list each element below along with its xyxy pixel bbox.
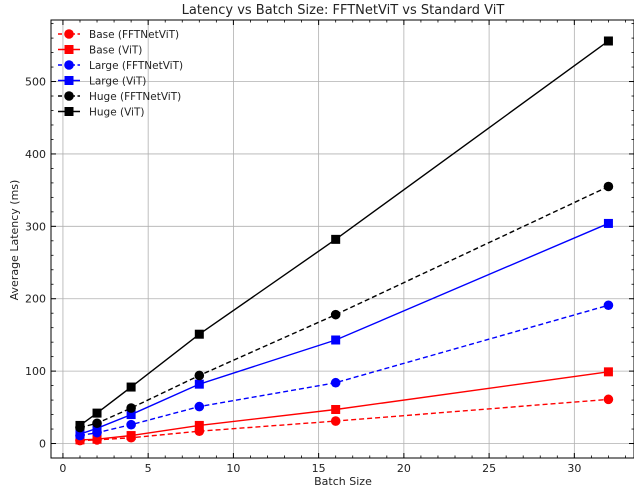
data-point: [92, 408, 102, 418]
series-line: [79, 222, 609, 435]
data-point: [603, 218, 613, 228]
plot-series: [75, 36, 614, 446]
data-point: [331, 234, 341, 244]
series-group: [75, 36, 613, 430]
data-point: [126, 403, 136, 413]
data-point: [194, 420, 204, 430]
legend-marker: [64, 60, 74, 70]
data-point: [330, 309, 341, 320]
legend: Base (FFTNetViT) Base (ViT) Large (FFTNetV…: [58, 29, 183, 119]
data-point: [126, 419, 136, 430]
data-point: [92, 434, 102, 444]
legend-label: Base (ViT): [89, 45, 142, 57]
legend-marker: [64, 107, 74, 116]
legend-label: Base (FFTNetViT): [89, 29, 179, 41]
x-tick-label: 0: [59, 462, 66, 475]
data-point: [603, 367, 613, 377]
x-tick-label: 20: [397, 462, 411, 475]
data-point: [330, 416, 341, 426]
chart-title: Latency vs Batch Size: FFTNetViT vs Stan…: [182, 3, 505, 18]
series-line: [79, 304, 609, 437]
grid-lines: [51, 20, 634, 458]
data-point: [331, 404, 341, 414]
data-point: [75, 420, 85, 430]
data-point: [603, 300, 614, 311]
data-point: [92, 418, 102, 429]
y-tick-label: 300: [25, 220, 46, 233]
x-tick-label: 5: [145, 462, 152, 475]
data-point: [603, 181, 614, 192]
data-point: [194, 329, 204, 339]
plot-frame: [50, 19, 634, 459]
series-line: [79, 185, 609, 429]
data-point: [330, 377, 341, 388]
data-point: [603, 36, 613, 46]
series-group: [75, 300, 614, 441]
x-tick-label: 10: [226, 462, 240, 475]
series-group: [75, 394, 614, 446]
legend-label: Huge (ViT): [89, 107, 145, 119]
data-point: [603, 394, 614, 405]
series-group: [75, 218, 613, 439]
y-tick-label: 0: [39, 438, 46, 451]
legend-label: Large (FFTNetViT): [89, 60, 183, 72]
data-point: [92, 423, 102, 433]
y-axis-label: Average Latency (ms): [8, 180, 21, 301]
legend-marker: [64, 45, 74, 54]
series-group: [75, 181, 614, 433]
data-point: [194, 370, 205, 381]
x-tick-label: 25: [482, 462, 496, 475]
x-axis-label: Batch Size: [314, 475, 372, 488]
legend-label: Huge (FFTNetViT): [89, 91, 181, 103]
x-tick-label: 15: [312, 462, 326, 475]
legend-marker: [64, 91, 74, 101]
legend-marker: [64, 29, 74, 39]
data-point: [331, 335, 341, 345]
data-point: [126, 410, 136, 420]
data-point: [75, 429, 85, 439]
legend-marker: [64, 76, 74, 85]
data-point: [126, 382, 136, 392]
series-line: [79, 398, 609, 442]
legend-label: Large (ViT): [89, 76, 146, 88]
y-tick-label: 200: [25, 293, 46, 306]
data-point: [194, 379, 204, 389]
data-point: [194, 401, 205, 412]
y-tick-label: 100: [25, 365, 46, 378]
x-tick-label: 30: [567, 462, 581, 475]
y-tick-label: 400: [25, 148, 46, 161]
data-point: [126, 431, 136, 441]
y-tick-label: 500: [25, 76, 46, 89]
series-group: [75, 367, 613, 445]
